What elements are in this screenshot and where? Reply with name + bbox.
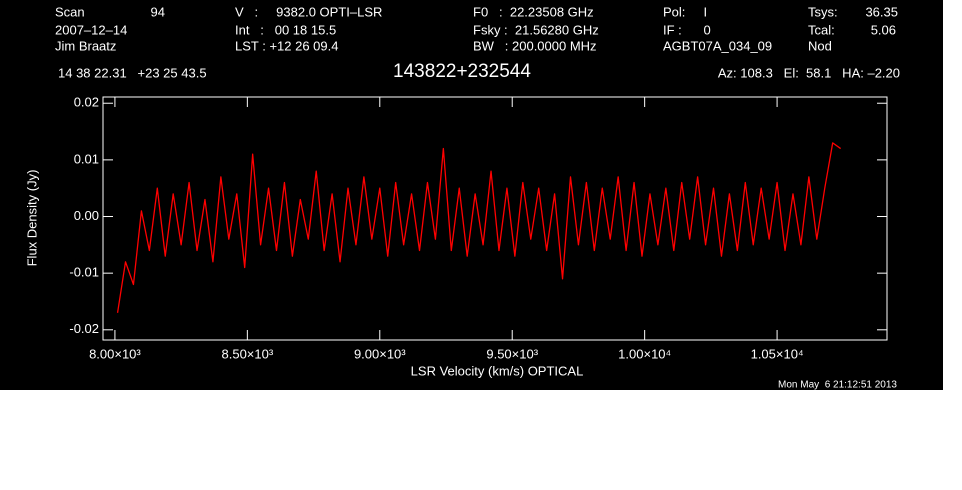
header-text: Tcal: [808,22,835,37]
y-tick-label: 0.00 [74,208,99,223]
plot-frame [102,96,888,341]
y-tick-label: -0.02 [69,321,99,336]
timestamp: Mon May 6 21:12:51 2013 [778,380,897,391]
header-text: AGBT07A_034_09 [663,38,772,53]
y-tick-label: 0.01 [74,151,99,166]
x-tick-label: 8.50×10³ [222,346,274,361]
header-text: 94 [151,4,165,19]
header-text: Int : 00 18 15.5 [235,22,336,37]
x-tick-label: 9.50×10³ [486,346,538,361]
header-text: 2007–12–14 [55,22,127,37]
header-text: 5.06 [871,22,896,37]
x-axis-label: LSR Velocity (km/s) OPTICAL [411,363,584,378]
header-text: BW : 200.0000 MHz [473,38,597,53]
y-tick-label: 0.02 [74,95,99,110]
header-text: Tsys: [808,4,838,19]
data-line [116,142,842,313]
header-text: IF : 0 [663,22,711,37]
position: 14 38 22.31 +23 25 43.5 [58,65,207,80]
header-text: F0 : 22.23508 GHz [473,4,594,19]
header-text: LST : +12 26 09.4 [235,38,338,53]
y-tick-label: -0.01 [69,265,99,280]
header-text: Scan [55,4,85,19]
header-text: Pol: I [663,4,707,19]
pointing: Az: 108.3 El: 58.1 HA: –2.20 [718,65,900,80]
x-tick-label: 9.00×10³ [354,346,406,361]
header-text: Nod [808,38,832,53]
header-text: 36.35 [865,4,898,19]
header-text: Fsky : 21.56280 GHz [473,22,599,37]
x-tick-label: 1.05×10⁴ [751,346,804,361]
source-name: 143822+232544 [393,61,531,82]
header-text: Jim Braatz [55,38,116,53]
background [0,0,943,390]
y-axis-label: Flux Density (Jy) [24,170,39,267]
x-tick-label: 1.00×10⁴ [618,346,671,361]
header-text: V : 9382.0 OPTI–LSR [235,4,382,19]
x-tick-label: 8.00×10³ [89,346,141,361]
